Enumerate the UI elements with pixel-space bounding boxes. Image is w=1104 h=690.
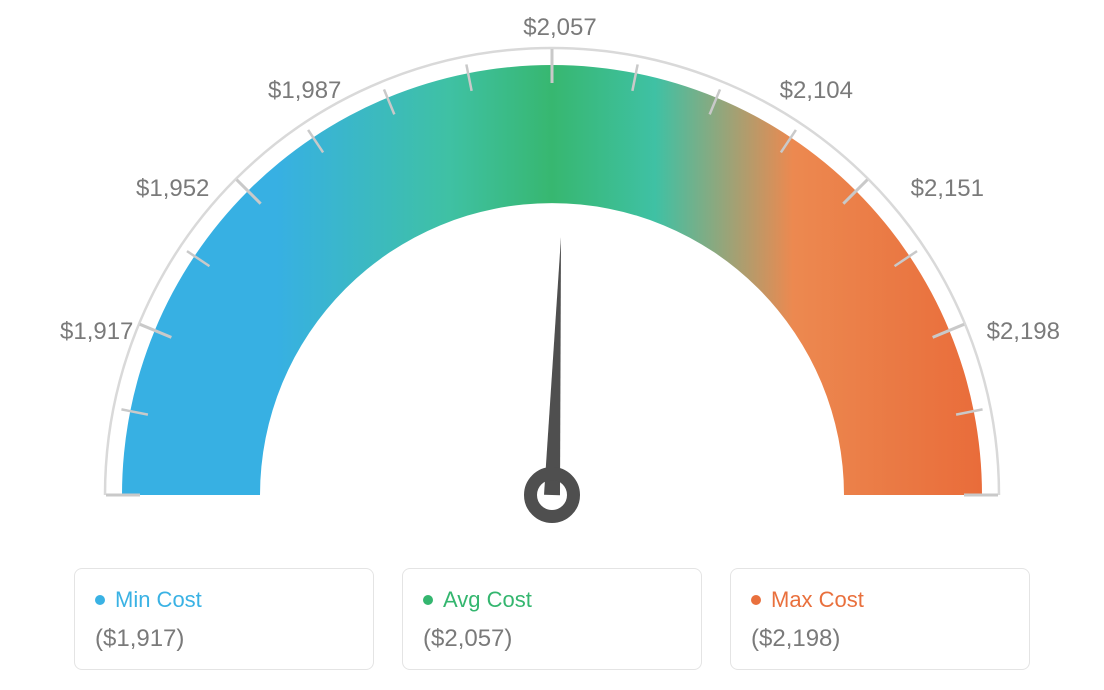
gauge-tick-label: $2,104 [780,77,853,105]
gauge-chart-container: $1,917 $1,952 $1,987 $2,057 $2,104 $2,151 $2,1… [0,0,1104,690]
gauge-tick-label: $1,917 [60,318,133,346]
gauge-tick-label: $2,057 [523,14,596,42]
gauge-tick-label: $2,198 [987,318,1060,346]
min-cost-value: ($1,917) [95,625,353,653]
max-cost-label: Max Cost [771,587,864,613]
gauge: $1,917$1,952$1,987$2,057$2,104$2,151$2,1… [52,10,1052,550]
avg-cost-label: Avg Cost [443,587,532,613]
max-cost-value: ($2,198) [751,625,1009,653]
avg-dot-icon [423,595,433,605]
min-cost-card: Min Cost ($1,917) [74,568,374,670]
gauge-tick-label: $2,151 [911,175,984,203]
avg-cost-card: Avg Cost ($2,057) [402,568,702,670]
min-cost-label: Min Cost [115,587,202,613]
max-dot-icon [751,595,761,605]
min-dot-icon [95,595,105,605]
gauge-tick-label: $1,987 [268,77,341,105]
max-cost-card: Max Cost ($2,198) [730,568,1030,670]
gauge-svg [52,10,1052,550]
avg-cost-value: ($2,057) [423,625,681,653]
gauge-tick-label: $1,952 [136,175,209,203]
legend-cards: Min Cost ($1,917) Avg Cost ($2,057) Max … [0,568,1104,670]
